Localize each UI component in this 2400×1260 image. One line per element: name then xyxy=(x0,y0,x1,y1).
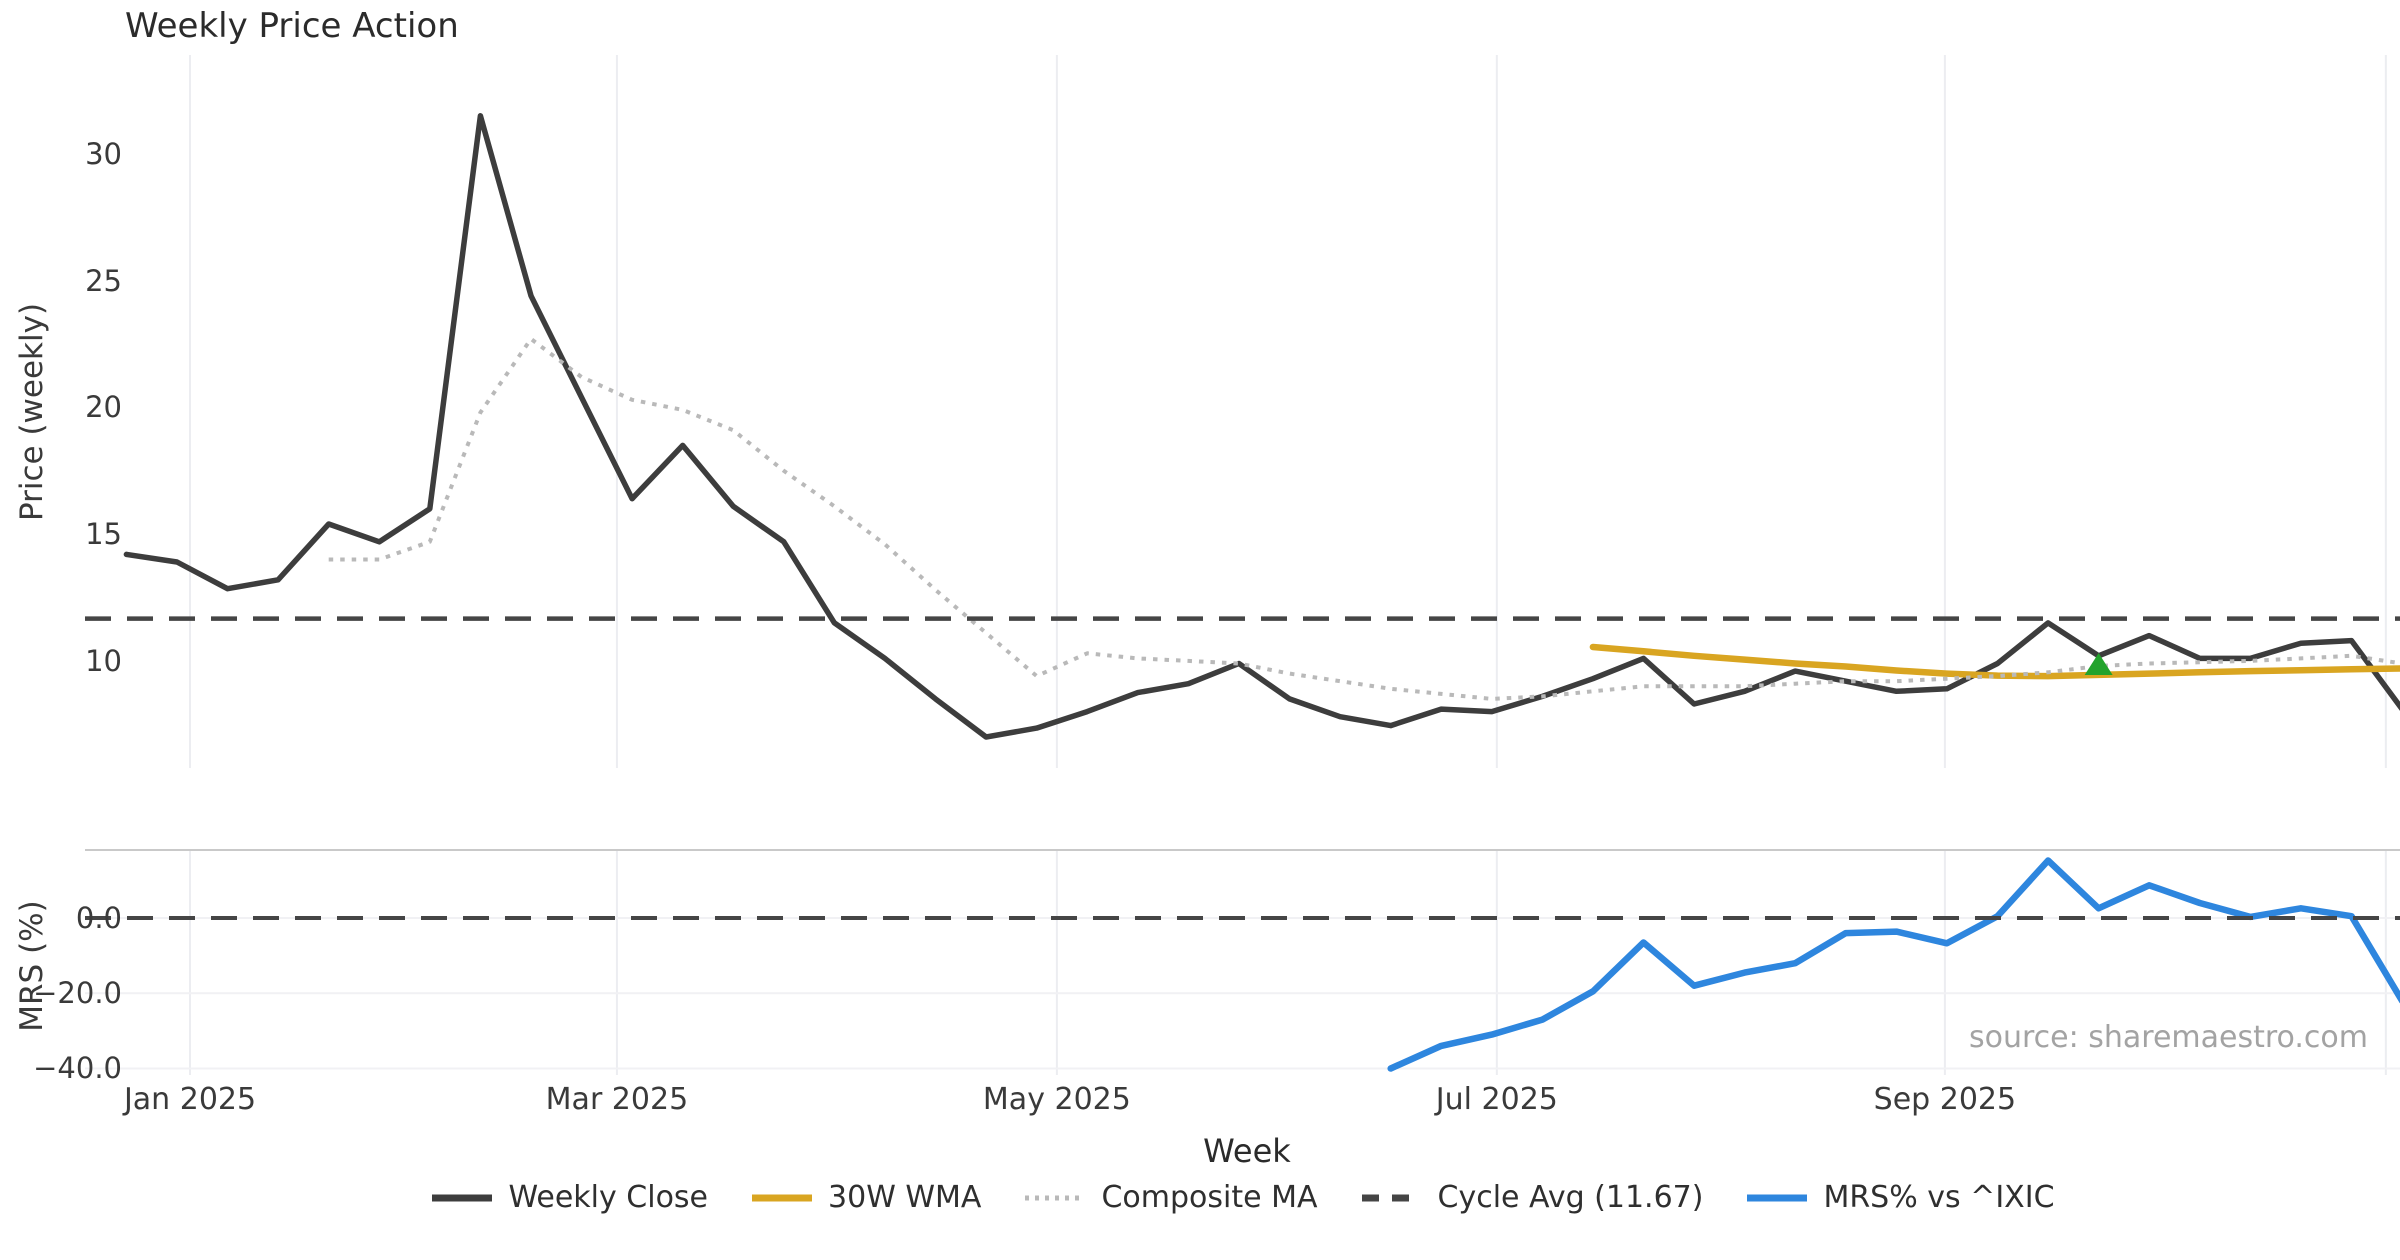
legend-label: Composite MA xyxy=(1101,1180,1318,1215)
mrs-line-line xyxy=(1387,857,2400,1072)
weekly-close-line xyxy=(123,113,2400,740)
y-tick-label: 10 xyxy=(85,643,122,678)
chart-legend: Weekly Close 30W WMA Composite MA Cycle Avg… xyxy=(85,1180,2400,1215)
x-tick-label: Mar 2025 xyxy=(545,1082,689,1117)
legend-swatch-solid-line-icon xyxy=(752,1194,813,1201)
legend-label: Cycle Avg (11.67) xyxy=(1437,1180,1704,1215)
legend-label: Weekly Close xyxy=(508,1180,709,1215)
x-tick-label: Sep 2025 xyxy=(1873,1082,2017,1117)
x-tick-label: Jan 2025 xyxy=(123,1082,257,1117)
y-tick-label: −40.0 xyxy=(33,1051,122,1086)
y-tick-label: 0.0 xyxy=(75,901,122,936)
legend-item: Composite MA xyxy=(1023,1180,1318,1215)
legend-swatch-dashed-line-icon xyxy=(1361,1194,1422,1201)
y-tick-label: 20 xyxy=(85,390,122,425)
source-attribution: source: sharemaestro.com xyxy=(1969,1020,2368,1055)
y-tick-label: −20.0 xyxy=(33,976,122,1011)
legend-item: Cycle Avg (11.67) xyxy=(1360,1180,1704,1215)
wma-30w-line xyxy=(1589,643,2400,680)
legend-item: Weekly Close xyxy=(430,1180,708,1215)
gridlines-layer xyxy=(85,55,2400,1075)
x-axis-label: Week xyxy=(1203,1132,1291,1170)
legend-item: 30W WMA xyxy=(750,1180,981,1215)
y-tick-label: 25 xyxy=(85,263,122,298)
y-tick-label: 30 xyxy=(85,136,122,171)
legend-label: MRS% vs ^IXIC xyxy=(1823,1180,2055,1215)
y-tick-label: 15 xyxy=(85,517,122,552)
legend-item: MRS% vs ^IXIC xyxy=(1745,1180,2055,1215)
chart-title: Weekly Price Action xyxy=(125,6,459,46)
legend-label: 30W WMA xyxy=(828,1180,982,1215)
legend-swatch-dotted-line-icon xyxy=(1025,1195,1086,1200)
legend-swatch-solid-line-icon xyxy=(1747,1194,1808,1201)
x-tick-label: May 2025 xyxy=(982,1082,1131,1117)
composite-ma-line xyxy=(328,336,2400,701)
x-tick-label: Jul 2025 xyxy=(1435,1082,1558,1117)
series-layer xyxy=(85,113,2400,1072)
buy-signal-triangle-marker xyxy=(2084,652,2113,675)
legend-swatch-solid-line-icon xyxy=(432,1194,493,1201)
